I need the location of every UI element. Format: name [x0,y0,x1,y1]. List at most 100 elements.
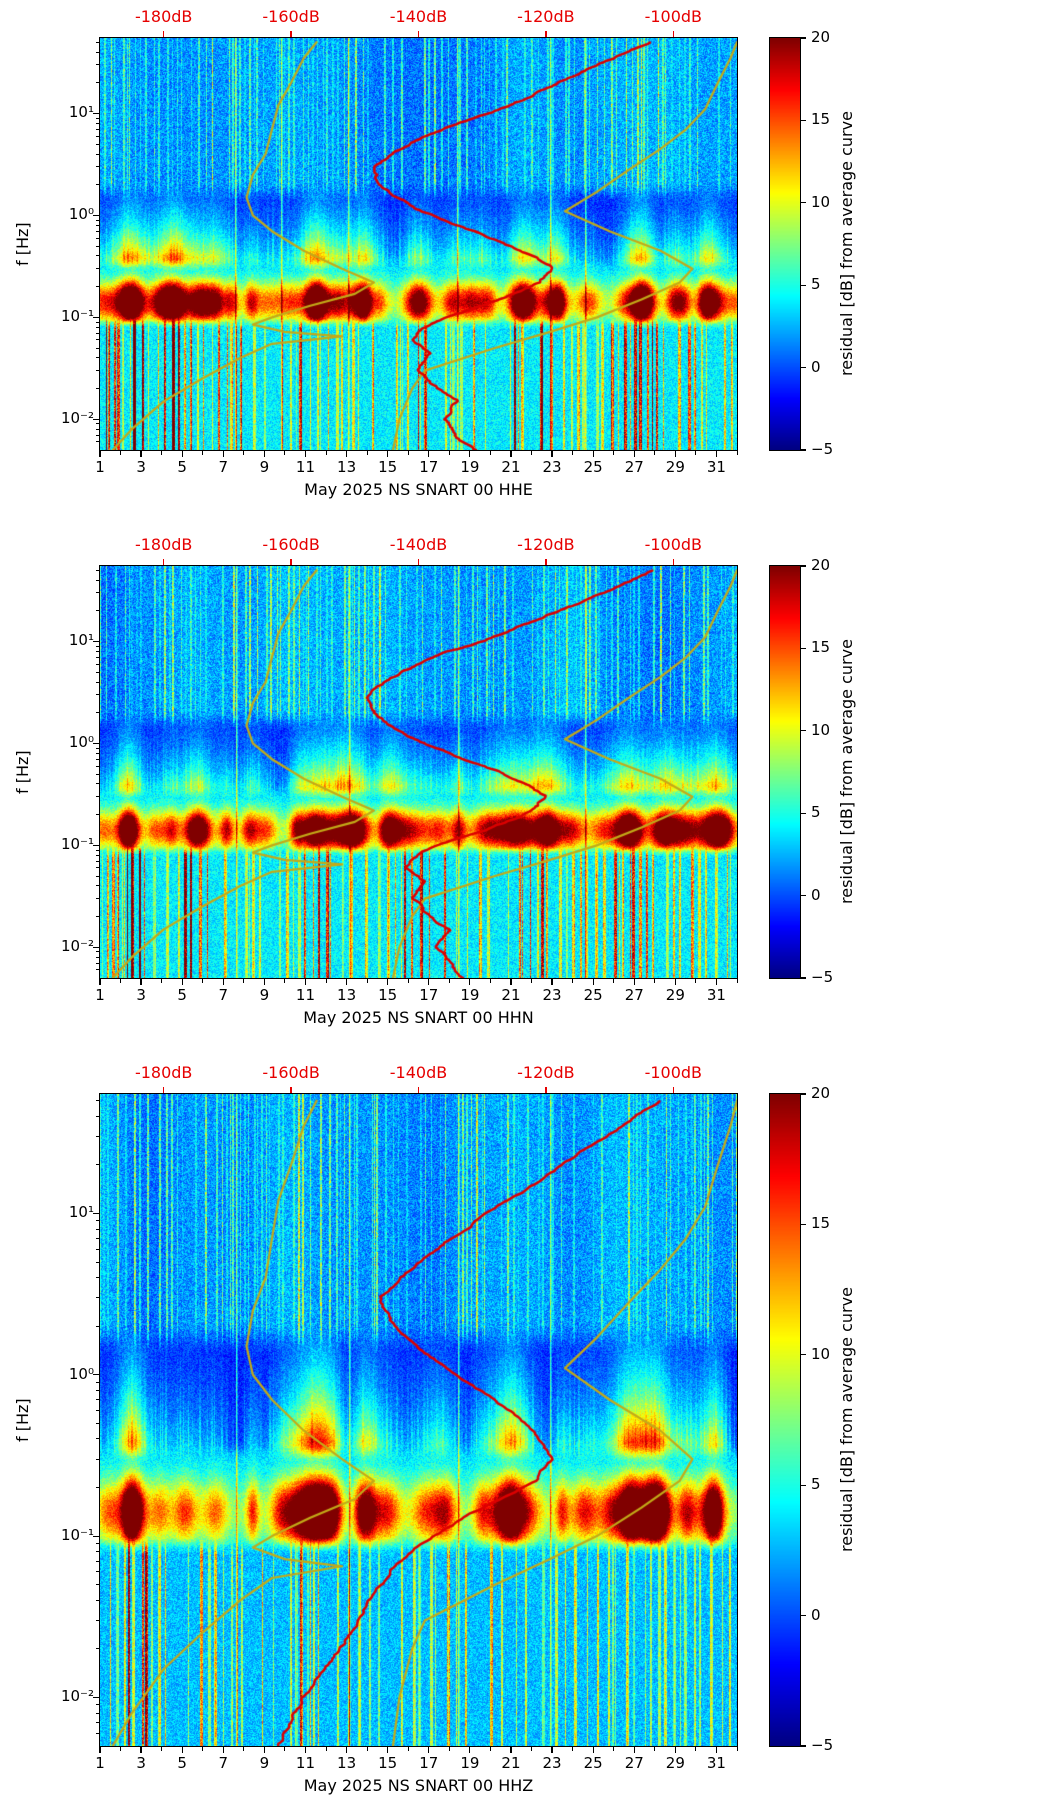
top-tick [162,559,165,565]
x-minor-tick [284,451,286,455]
y-minor-tick [96,1487,100,1489]
y-minor-tick [96,579,100,581]
x-minor-tick [531,1747,533,1751]
colorbar-label: residual [dB] from average curve [837,639,856,905]
x-minor-tick [654,451,656,455]
top-tick [672,31,675,37]
x-tick-label: 29 [665,986,685,1004]
x-tick-label: 29 [665,458,685,476]
y-minor-tick [96,237,100,239]
x-minor-tick [695,1747,697,1751]
x-tick-label: 21 [501,986,521,1004]
x-tick [181,451,183,457]
x-tick-label: 19 [460,1754,480,1772]
top-db-axis-label: -140dB [389,535,448,554]
x-minor-tick [695,979,697,983]
top-db-axis-label: -100dB [644,535,703,554]
y-minor-tick [96,347,100,349]
x-tick-label: 11 [295,1754,316,1772]
y-minor-tick [96,875,100,877]
x-minor-tick [572,1747,574,1751]
x-tick [510,1747,512,1753]
x-tick [551,451,553,457]
x-tick [510,979,512,985]
y-minor-tick [96,255,100,257]
colorbar-tick-label: 0 [811,885,821,904]
x-axis-label: May 2025 NS SNART 00 HHN [303,1008,534,1027]
y-tick-label: 10⁻² [60,937,94,956]
y-minor-tick [96,423,100,425]
x-tick [181,979,183,985]
x-minor-tick [325,451,327,455]
y-axis-label: f [Hz] [13,750,32,794]
x-minor-tick [366,451,368,455]
y-minor-tick [96,1381,100,1383]
y-minor-tick [96,712,100,714]
x-tick-label: 31 [706,1754,726,1772]
spectrogram-canvas [100,566,737,978]
y-minor-tick [96,82,100,84]
x-tick [715,979,718,985]
x-tick [345,1747,348,1753]
y-minor-tick [96,610,100,612]
y-tick-label: 10¹ [68,631,94,650]
y-minor-tick [96,1458,100,1460]
colorbar-tick [801,1354,806,1356]
x-tick [304,1747,307,1753]
x-tick [181,1747,183,1753]
y-tick-label: 10⁻¹ [60,835,94,854]
x-tick-label: 23 [542,458,562,476]
spectrogram-canvas [100,1094,737,1746]
x-tick [674,1747,676,1753]
x-minor-tick [284,1747,286,1751]
top-tick [672,1087,675,1093]
y-axis-label: f [Hz] [13,222,32,266]
top-db-axis-label: -120dB [517,1063,575,1082]
top-tick [545,31,547,37]
top-db-axis-label: -160dB [262,1063,320,1082]
x-tick-label: 17 [419,458,439,476]
x-minor-tick [613,979,615,983]
x-tick-label: 1 [95,1754,105,1772]
top-db-axis-label: -180dB [134,1063,193,1082]
y-minor-tick [96,286,100,288]
x-tick-label: 5 [177,1754,187,1772]
colorbar-tick-label: 10 [811,1344,831,1363]
y-minor-tick [96,867,100,869]
x-tick [715,1747,718,1753]
y-minor-tick [96,1712,100,1714]
x-tick-label: 15 [378,458,398,476]
x-tick [387,1747,389,1753]
x-tick-label: 23 [542,1754,562,1772]
x-tick [592,451,594,457]
top-tick [672,559,675,565]
y-tick [93,1696,100,1699]
x-axis-label: May 2025 NS SNART 00 HHE [304,480,533,499]
x-tick-label: 29 [665,1754,685,1772]
colorbar-tick-label: 0 [811,357,821,376]
x-tick [99,979,101,985]
y-minor-tick [96,814,100,816]
x-tick [140,979,142,985]
x-tick [222,451,224,457]
y-minor-tick [96,153,100,155]
y-minor-tick [96,1542,100,1544]
y-minor-tick [96,370,100,372]
top-db-axis-label: -120dB [517,7,575,26]
colorbar-label: residual [dB] from average curve [837,1287,856,1553]
x-minor-tick [202,979,204,983]
x-minor-tick [489,1747,491,1751]
y-minor-tick [96,1135,100,1137]
x-minor-tick [531,979,533,983]
colorbar-tick [801,730,806,732]
x-tick-label: 7 [218,458,229,476]
x-tick-label: 25 [583,1754,603,1772]
colorbar-tick-label: 5 [811,275,821,294]
x-minor-tick [695,451,697,455]
y-minor-tick [96,1115,100,1117]
y-minor-tick [96,796,100,798]
y-tick-label: 10¹ [68,1203,94,1222]
x-tick [551,979,553,985]
x-minor-tick [654,1747,656,1751]
colorbar-tick-label: 15 [811,110,831,129]
